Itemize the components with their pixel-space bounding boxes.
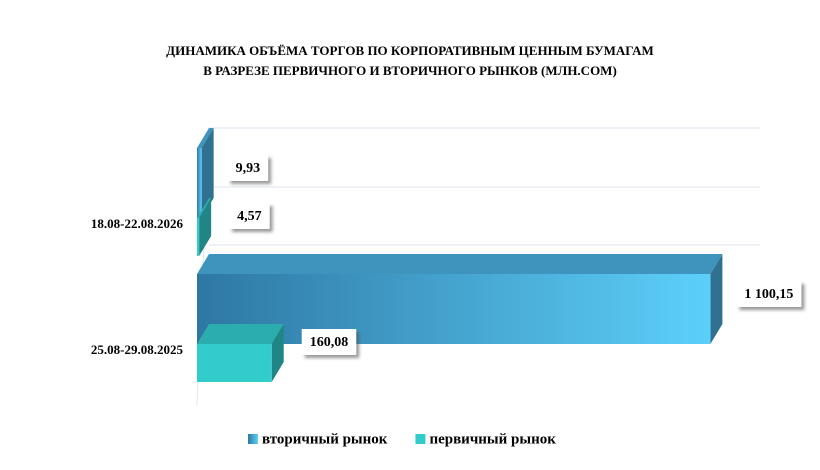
bar xyxy=(197,218,200,256)
bar-top-face xyxy=(197,324,284,344)
bar-top-face xyxy=(197,254,723,274)
bar xyxy=(197,148,202,218)
bar-end-face xyxy=(201,128,214,218)
value-label: 4,57 xyxy=(237,209,262,224)
legend-label: первичный рынок xyxy=(429,431,556,447)
legend-marker xyxy=(248,434,258,444)
legend-label: вторичный рынок xyxy=(262,431,388,447)
value-label-box xyxy=(301,329,357,355)
value-label-box xyxy=(229,203,270,229)
bar-end-face xyxy=(271,324,284,382)
value-label: 1 100,15 xyxy=(744,287,793,302)
value-label: 9,93 xyxy=(236,161,261,176)
value-label-box xyxy=(736,281,802,307)
chart-title: ДИНАМИКА ОБЪЁМА ТОРГОВ ПО КОРПОРАТИВНЫМ … xyxy=(166,43,654,58)
chart-title: В РАЗРЕЗЕ ПЕРВИЧНОГО И ВТОРИЧНОГО РЫНКОВ… xyxy=(203,63,617,78)
bar-top-face xyxy=(197,128,214,148)
category-label: 18.08-22.08.2026 xyxy=(91,216,184,231)
bar-end-face xyxy=(199,198,212,256)
bar-end-face xyxy=(710,254,723,344)
value-label: 160,08 xyxy=(310,335,349,350)
value-label-box xyxy=(227,155,269,181)
bar xyxy=(197,344,272,382)
legend-marker xyxy=(415,434,426,444)
bar-top-face xyxy=(197,198,212,218)
category-label: 25.08-29.08.2025 xyxy=(91,342,184,357)
